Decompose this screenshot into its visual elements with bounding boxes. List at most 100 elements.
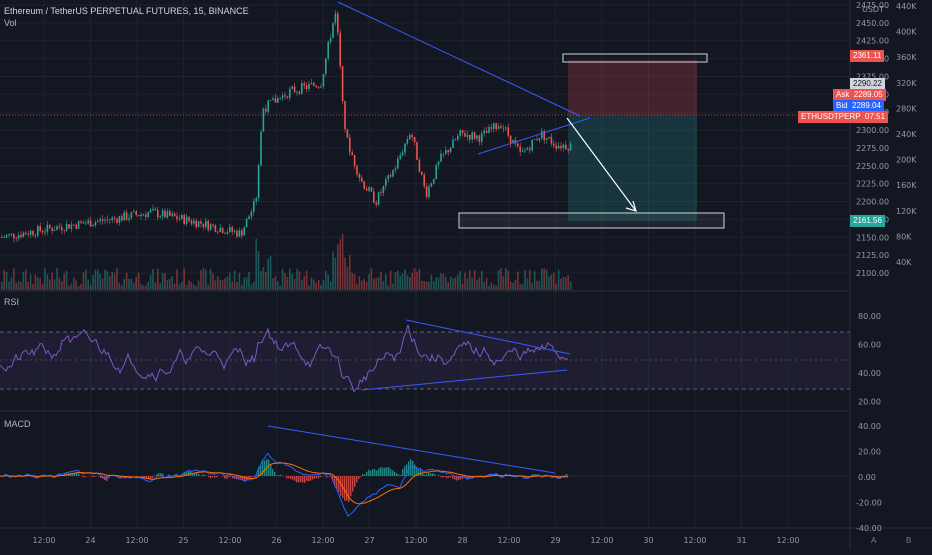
candle-body (517, 144, 519, 147)
candle-body (97, 221, 99, 222)
symbol-title[interactable]: Ethereum / TetherUS PERPETUAL FUTURES, 1… (4, 6, 249, 16)
candle-body (107, 219, 109, 220)
candle-body (13, 234, 15, 239)
volume-bar (61, 281, 63, 290)
volume-bar (3, 270, 5, 290)
candle-body (323, 74, 325, 87)
candle-body (56, 226, 58, 230)
volume-bar (368, 274, 370, 290)
volume-bar (301, 280, 303, 290)
candle-body (548, 137, 550, 138)
candle-body (49, 225, 51, 228)
volume-bar (80, 284, 82, 290)
b-button[interactable]: B (906, 536, 911, 545)
candle-body (531, 140, 533, 150)
macd-bar (358, 476, 359, 479)
volume-bar (282, 269, 284, 290)
macd-bar (424, 475, 425, 476)
volume-bar (428, 282, 430, 290)
candle-body (522, 151, 524, 152)
macd-label[interactable]: MACD (4, 419, 31, 429)
macd-bar (346, 476, 347, 501)
volume-bar (73, 277, 75, 290)
macd-bar (442, 476, 443, 478)
volume-bar (402, 273, 404, 290)
candle-body (37, 226, 39, 236)
price-tick: 2225.00 (856, 180, 889, 189)
macd-bar (316, 476, 317, 478)
macd-bar (340, 476, 341, 496)
volume-bar (375, 278, 377, 290)
candle-body (119, 216, 121, 223)
volume-bar (553, 273, 555, 290)
symbol-tag: ETHUSDTPERP (801, 112, 861, 121)
time-tick: 31 (736, 536, 746, 545)
macd-bar (386, 467, 387, 476)
volume-bar (387, 286, 389, 290)
volume-bar (539, 281, 541, 290)
candle-body (380, 192, 382, 193)
candle-body (339, 33, 341, 66)
volume-label[interactable]: Vol (4, 18, 249, 28)
candle-body (224, 233, 226, 234)
macd-bar (376, 471, 377, 476)
macd-bar (350, 476, 351, 496)
macd-bar (380, 467, 381, 476)
macd-bar (412, 461, 413, 476)
candle-body (431, 184, 433, 187)
candle-body (275, 98, 277, 102)
candle-body (486, 131, 488, 133)
volume-bar (191, 282, 193, 290)
volume-bar (272, 278, 274, 290)
volume-bar (337, 244, 339, 290)
candle-body (349, 138, 351, 153)
macd-bar (306, 476, 307, 481)
candle-body (239, 231, 241, 237)
candle-body (529, 148, 531, 150)
candle-body (443, 154, 445, 155)
volume-bar (440, 273, 442, 290)
volume-bar (30, 274, 32, 290)
volume-bar (258, 251, 260, 290)
candle-body (507, 128, 509, 136)
macd-bar (458, 476, 459, 480)
auto-scale-button[interactable]: A (871, 536, 876, 545)
stop-zone[interactable] (568, 60, 697, 115)
candle-body (71, 225, 73, 229)
volume-bar (546, 270, 548, 290)
volume-bar (438, 277, 440, 290)
candle-body (524, 150, 526, 151)
volume-bar (121, 286, 123, 290)
volume-bar (210, 269, 212, 290)
candle-body (219, 228, 221, 232)
candle-body (416, 142, 418, 160)
macd-bar (170, 475, 171, 476)
rsi-label[interactable]: RSI (4, 297, 19, 307)
macd-bar (374, 469, 375, 476)
candle-body (356, 166, 358, 174)
time-tick: 12:00 (218, 536, 241, 545)
volume-bar (135, 277, 137, 290)
candle-body (188, 217, 190, 221)
volume-bar (126, 273, 128, 290)
candle-body (277, 98, 279, 102)
candle-body (263, 109, 265, 132)
candle-body (455, 139, 457, 140)
volume-bar (390, 270, 392, 290)
target-box[interactable] (459, 213, 724, 228)
volume-bar (299, 271, 301, 290)
volume-bar (507, 271, 509, 290)
volume-bar (349, 255, 351, 290)
volume-bar (512, 283, 514, 290)
volume-bar (20, 282, 22, 290)
macd-bar (270, 465, 271, 476)
volume-bar (157, 269, 159, 290)
candle-body (207, 221, 209, 230)
candle-body (450, 148, 452, 152)
profit-zone[interactable] (568, 115, 697, 221)
volume-bar (174, 283, 176, 290)
price-axis[interactable]: 2475.002450.002425.002400.002375.002350.… (856, 1, 889, 278)
